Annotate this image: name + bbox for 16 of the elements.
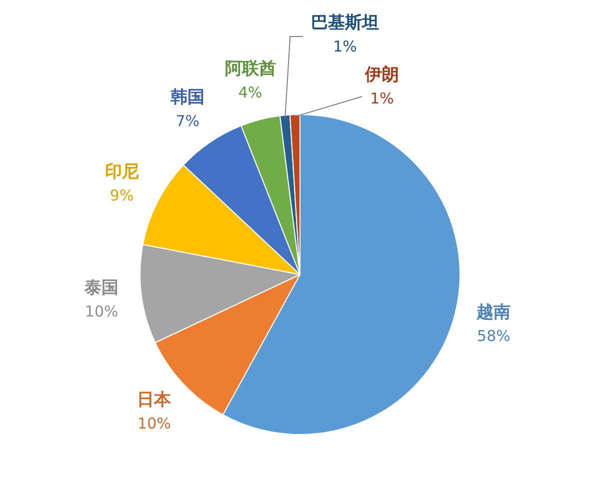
data-label: 9% (110, 186, 134, 205)
data-label: 58% (477, 327, 510, 346)
data-label: 7% (176, 112, 200, 130)
slice-label: 巴基斯坦 (311, 12, 379, 33)
slice-label: 泰国 (84, 278, 119, 298)
slice-label: 印尼 (104, 162, 139, 182)
slice-label: 伊朗 (364, 64, 399, 85)
slice-label: 越南 (476, 302, 511, 323)
slice-label: 阿联酋 (224, 59, 276, 80)
data-label: 1% (333, 37, 357, 56)
data-label: 4% (238, 84, 262, 102)
data-label: 1% (370, 89, 394, 108)
slice-label: 韩国 (170, 88, 205, 108)
data-label: 10% (84, 302, 118, 320)
slice-label: 日本 (137, 390, 172, 410)
data-label: 10% (138, 414, 171, 432)
